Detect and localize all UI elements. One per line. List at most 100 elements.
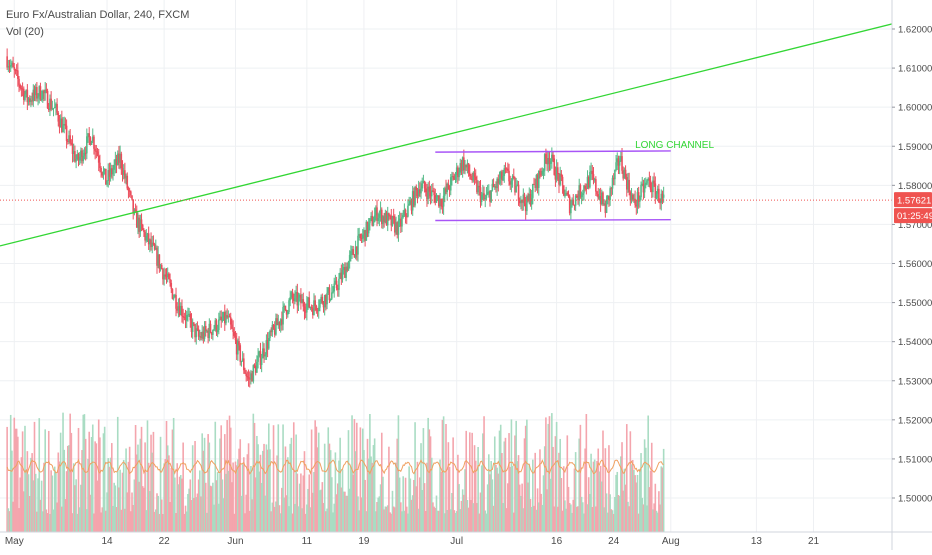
candle-body <box>440 198 443 207</box>
candle-body <box>83 152 86 156</box>
volume-bar <box>420 443 422 532</box>
candle-body <box>424 188 427 193</box>
volume-bar <box>422 428 425 532</box>
candle-body <box>257 355 259 362</box>
volume-bar <box>307 488 309 532</box>
candle-body <box>316 310 319 312</box>
volume-bar <box>541 504 544 532</box>
volume-bar <box>518 484 521 532</box>
candle-body <box>47 108 50 111</box>
candle-body <box>194 324 196 338</box>
candle-body <box>417 189 420 197</box>
volume-bar <box>491 479 494 532</box>
candle-body <box>617 158 620 166</box>
volume-bar <box>241 464 244 532</box>
candle-body <box>401 217 403 227</box>
volume-bar <box>292 422 295 532</box>
volume-bar <box>564 500 566 532</box>
volume-bar <box>152 431 155 532</box>
candle-body <box>465 164 468 168</box>
volume-bar <box>354 451 357 532</box>
candle-body <box>488 191 490 193</box>
volume-bar <box>375 511 377 532</box>
volume-bar <box>232 462 234 532</box>
volume-bar <box>130 511 132 532</box>
candle-body <box>259 351 262 365</box>
volume-bar <box>257 444 259 532</box>
volume-bar <box>174 477 176 532</box>
candle-body <box>260 358 263 365</box>
volume-bar <box>574 452 577 532</box>
candle-body <box>645 182 647 186</box>
volume-bar <box>386 505 389 532</box>
candle-body <box>333 283 336 292</box>
candle-body <box>226 315 228 318</box>
volume-bar <box>639 468 641 532</box>
volume-bar <box>618 496 621 532</box>
candle-body <box>265 340 268 355</box>
candle-body <box>220 316 223 321</box>
volume-bar <box>202 450 205 532</box>
candle-body <box>612 177 615 180</box>
candle-body <box>326 292 328 305</box>
y-tick-label: 1.58000 <box>898 181 932 192</box>
candle-body <box>36 87 38 99</box>
candle-body <box>183 316 186 318</box>
volume-bar <box>175 513 177 532</box>
volume-bar <box>555 421 558 532</box>
candle-body <box>622 170 625 179</box>
candle-body <box>15 70 18 72</box>
volume-bar <box>308 474 311 532</box>
candle-body <box>537 171 540 188</box>
volume-bar <box>627 501 629 532</box>
volume-bar <box>97 419 100 532</box>
channel-line <box>435 219 671 222</box>
candle-body <box>372 222 375 226</box>
volume-bar <box>474 460 477 532</box>
candle-body <box>467 163 470 173</box>
volume-bar <box>189 479 192 532</box>
volume-bar <box>132 504 135 532</box>
candle-body <box>336 288 339 290</box>
volume-bar <box>238 448 240 532</box>
volume-bar <box>543 446 546 532</box>
volume-bar <box>440 471 443 532</box>
candle-body <box>122 170 125 175</box>
volume-bar <box>106 492 108 532</box>
x-tick-label: 21 <box>808 536 820 547</box>
volume-bar <box>179 475 182 532</box>
candle-body <box>90 141 93 145</box>
volume-bar <box>647 415 649 532</box>
candle-body <box>564 195 566 197</box>
volume-indicator-label[interactable]: Vol (20) <box>6 26 44 38</box>
volume-bar <box>71 513 74 532</box>
volume-bar <box>492 505 495 532</box>
candle-body <box>30 100 32 102</box>
volume-bar <box>376 502 378 532</box>
volume-bar <box>317 432 320 532</box>
candle-body <box>223 311 226 324</box>
volume-bar <box>70 432 73 532</box>
volume-bar <box>654 483 657 532</box>
candle-body <box>466 163 469 168</box>
candle-body <box>359 234 362 238</box>
y-tick-label: 1.55000 <box>898 298 932 309</box>
x-tick-label: 16 <box>551 536 563 547</box>
candle-body <box>329 298 332 301</box>
volume-bar <box>69 413 71 532</box>
volume-bar <box>247 443 250 532</box>
candle-body <box>201 331 203 339</box>
candle-body <box>629 192 632 201</box>
candle-body <box>248 378 251 380</box>
volume-bar <box>259 454 262 532</box>
candle-body <box>634 198 636 205</box>
volume-bar <box>162 513 164 532</box>
candle-body <box>643 185 646 193</box>
candle-body <box>498 178 501 184</box>
candle-body <box>195 328 198 338</box>
candle-body <box>507 168 509 171</box>
candle-body <box>648 178 651 181</box>
candle-body <box>367 223 370 234</box>
candle-body <box>119 153 121 163</box>
